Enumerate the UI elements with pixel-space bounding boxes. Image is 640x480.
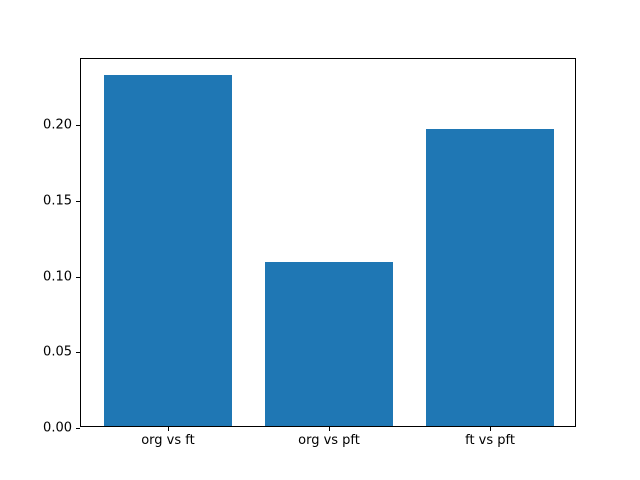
y-tick-label: 0.20	[43, 117, 72, 133]
y-tick-mark	[76, 428, 80, 429]
y-tick-label: 0.00	[43, 420, 72, 436]
y-tick-mark	[76, 276, 80, 278]
plot-area: org vs ft org vs pft ft vs pft 0.00 0.05 0.10…	[43, 58, 576, 447]
bar-org-vs-pft	[264, 262, 394, 426]
y-tick-mark	[76, 200, 80, 202]
bar-ft-vs-pft	[425, 129, 555, 426]
x-tick-label: org vs ft	[141, 433, 195, 448]
x-tick-label: org vs pft	[298, 433, 360, 448]
y-tick-mark	[76, 352, 80, 354]
x-tick-mark	[490, 427, 492, 431]
y-tick-mark	[76, 125, 80, 127]
y-tick-label: 0.15	[43, 193, 72, 209]
y-tick-label: 0.10	[43, 269, 72, 285]
y-tick-label: 0.05	[43, 344, 72, 360]
x-tick-label: ft vs pft	[465, 433, 515, 448]
x-tick-mark	[329, 427, 330, 431]
bar-org-vs-ft	[103, 74, 233, 426]
x-tick-mark	[167, 427, 169, 431]
